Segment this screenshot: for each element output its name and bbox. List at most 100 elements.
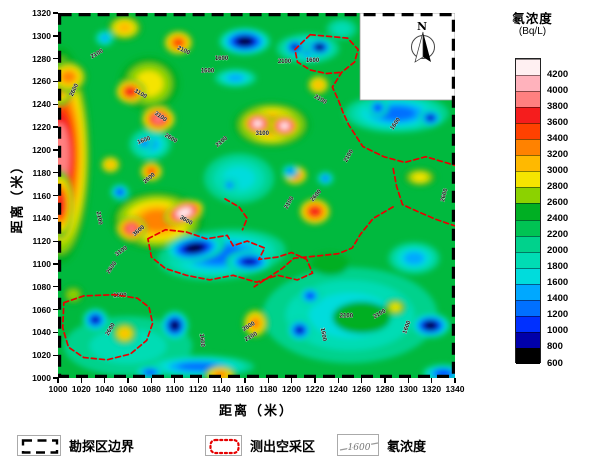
contour-blob xyxy=(226,182,233,188)
y-tick-label: 1280 xyxy=(32,53,51,64)
contour-blob xyxy=(390,303,401,311)
contour-blob xyxy=(412,173,428,182)
colorbar-unit: (Bq/L) xyxy=(518,26,547,37)
x-tick xyxy=(314,378,316,383)
mined-area-boundary xyxy=(224,198,249,231)
y-tick-label: 1220 xyxy=(32,122,51,133)
contour-blob xyxy=(424,321,437,330)
colorbar-tick-label: 800 xyxy=(547,341,563,353)
north-arrow-left-half xyxy=(414,31,424,63)
x-tick xyxy=(290,378,293,383)
x-tick xyxy=(57,378,59,383)
colorbar-scale xyxy=(515,58,541,364)
colorbar-band xyxy=(516,203,540,220)
x-tick-label: 1320 xyxy=(422,384,442,394)
contour-blob xyxy=(403,251,425,265)
x-tick xyxy=(454,378,456,383)
colorbar-tick-label: 4000 xyxy=(547,84,569,96)
x-tick xyxy=(80,378,83,383)
contour-blob xyxy=(237,37,253,46)
contour-line-label: 3100 xyxy=(256,131,270,137)
y-tick xyxy=(53,331,58,334)
contour-blob xyxy=(322,175,329,181)
x-tick xyxy=(220,378,223,383)
y-tick-label: 1240 xyxy=(32,99,51,110)
colorbar-band xyxy=(516,283,540,300)
colorbar-band xyxy=(516,347,540,364)
exploration-boundary-frame xyxy=(58,13,455,378)
mined-area-boundary xyxy=(309,33,455,167)
contour-blob xyxy=(145,370,156,375)
contour-blob xyxy=(101,34,109,42)
colorbar-band xyxy=(516,107,540,124)
x-tick-label: 1140 xyxy=(212,384,231,394)
mined-area-boundary xyxy=(392,167,455,227)
x-tick-label: 1100 xyxy=(165,384,184,394)
y-tick-label: 1060 xyxy=(32,304,51,315)
x-tick-label: 1260 xyxy=(352,384,372,394)
colorbar-band xyxy=(516,267,540,284)
x-tick xyxy=(267,378,269,383)
colorbar-band xyxy=(516,91,540,108)
colorbar-tick-label: 1600 xyxy=(547,277,569,289)
contour-line-label: 2600 xyxy=(69,82,80,97)
mined-area-boundary xyxy=(61,293,154,361)
mined-area-boundary xyxy=(147,228,314,284)
contour-blob xyxy=(170,321,179,330)
x-tick xyxy=(150,378,153,383)
colorbar-title: 氡浓度 xyxy=(512,12,553,26)
x-tick-label: 1200 xyxy=(282,384,301,394)
y-tick xyxy=(53,58,58,60)
contour-blob xyxy=(280,122,289,130)
contour-blob xyxy=(332,301,391,334)
y-tick-label: 1120 xyxy=(32,236,51,247)
y-tick xyxy=(53,377,58,379)
contour-blob xyxy=(287,169,294,174)
legend-label: 测出空采区 xyxy=(250,439,316,454)
colorbar-band xyxy=(516,123,540,140)
legend-item-mined-out-area: 测出空采区 xyxy=(205,435,315,456)
mined-area-boundary xyxy=(294,33,343,75)
contour-blob xyxy=(153,115,164,124)
x-tick xyxy=(127,378,129,383)
contour-blob xyxy=(185,243,204,253)
x-tick xyxy=(174,378,176,383)
y-tick xyxy=(53,194,58,197)
contour-blob xyxy=(66,289,80,301)
contour-line-label: 1600 xyxy=(402,320,412,335)
contour-line-label: 2600 xyxy=(440,187,449,202)
contour-line-label: 1600 xyxy=(215,56,229,62)
y-tick xyxy=(53,263,58,265)
y-tick-label: 1040 xyxy=(32,327,51,338)
contour-blob xyxy=(89,328,167,364)
contour-blob xyxy=(127,224,137,233)
legend: 勘探区边界 测出空采区 1600 氡浓度 xyxy=(0,430,600,460)
radon-contour-icon: 1600 xyxy=(337,434,379,456)
colorbar-band xyxy=(516,235,540,252)
x-tick xyxy=(197,378,199,383)
colorbar-tick-label: 2800 xyxy=(547,180,569,192)
x-tick-label: 1000 xyxy=(48,384,68,394)
contour-blob xyxy=(61,71,76,83)
colorbar-tick-label: 3800 xyxy=(547,100,569,112)
contour-line-label: 1600 xyxy=(137,136,152,146)
x-tick xyxy=(337,378,339,383)
contour-line-label: 2100 xyxy=(95,211,103,226)
colorbar-tick-label: 1200 xyxy=(547,309,569,321)
y-tick xyxy=(53,240,58,242)
colorbar-tick-label: 1400 xyxy=(547,293,569,305)
contour-fill-layer xyxy=(58,15,455,378)
north-box: N xyxy=(359,13,455,101)
contour-blob xyxy=(119,329,130,338)
x-tick-label: 1120 xyxy=(188,384,208,394)
contour-line-label: 2100 xyxy=(340,314,354,320)
contour-blob xyxy=(306,292,315,299)
colorbar-band xyxy=(516,155,540,172)
contour-blob xyxy=(313,80,324,89)
x-tick xyxy=(104,378,106,383)
colorbar-tick-label: 1800 xyxy=(547,261,569,273)
y-tick xyxy=(53,35,58,37)
y-tick xyxy=(53,12,58,14)
colorbar-tick-label: 2400 xyxy=(547,213,569,225)
x-tick-label: 1020 xyxy=(71,384,91,394)
